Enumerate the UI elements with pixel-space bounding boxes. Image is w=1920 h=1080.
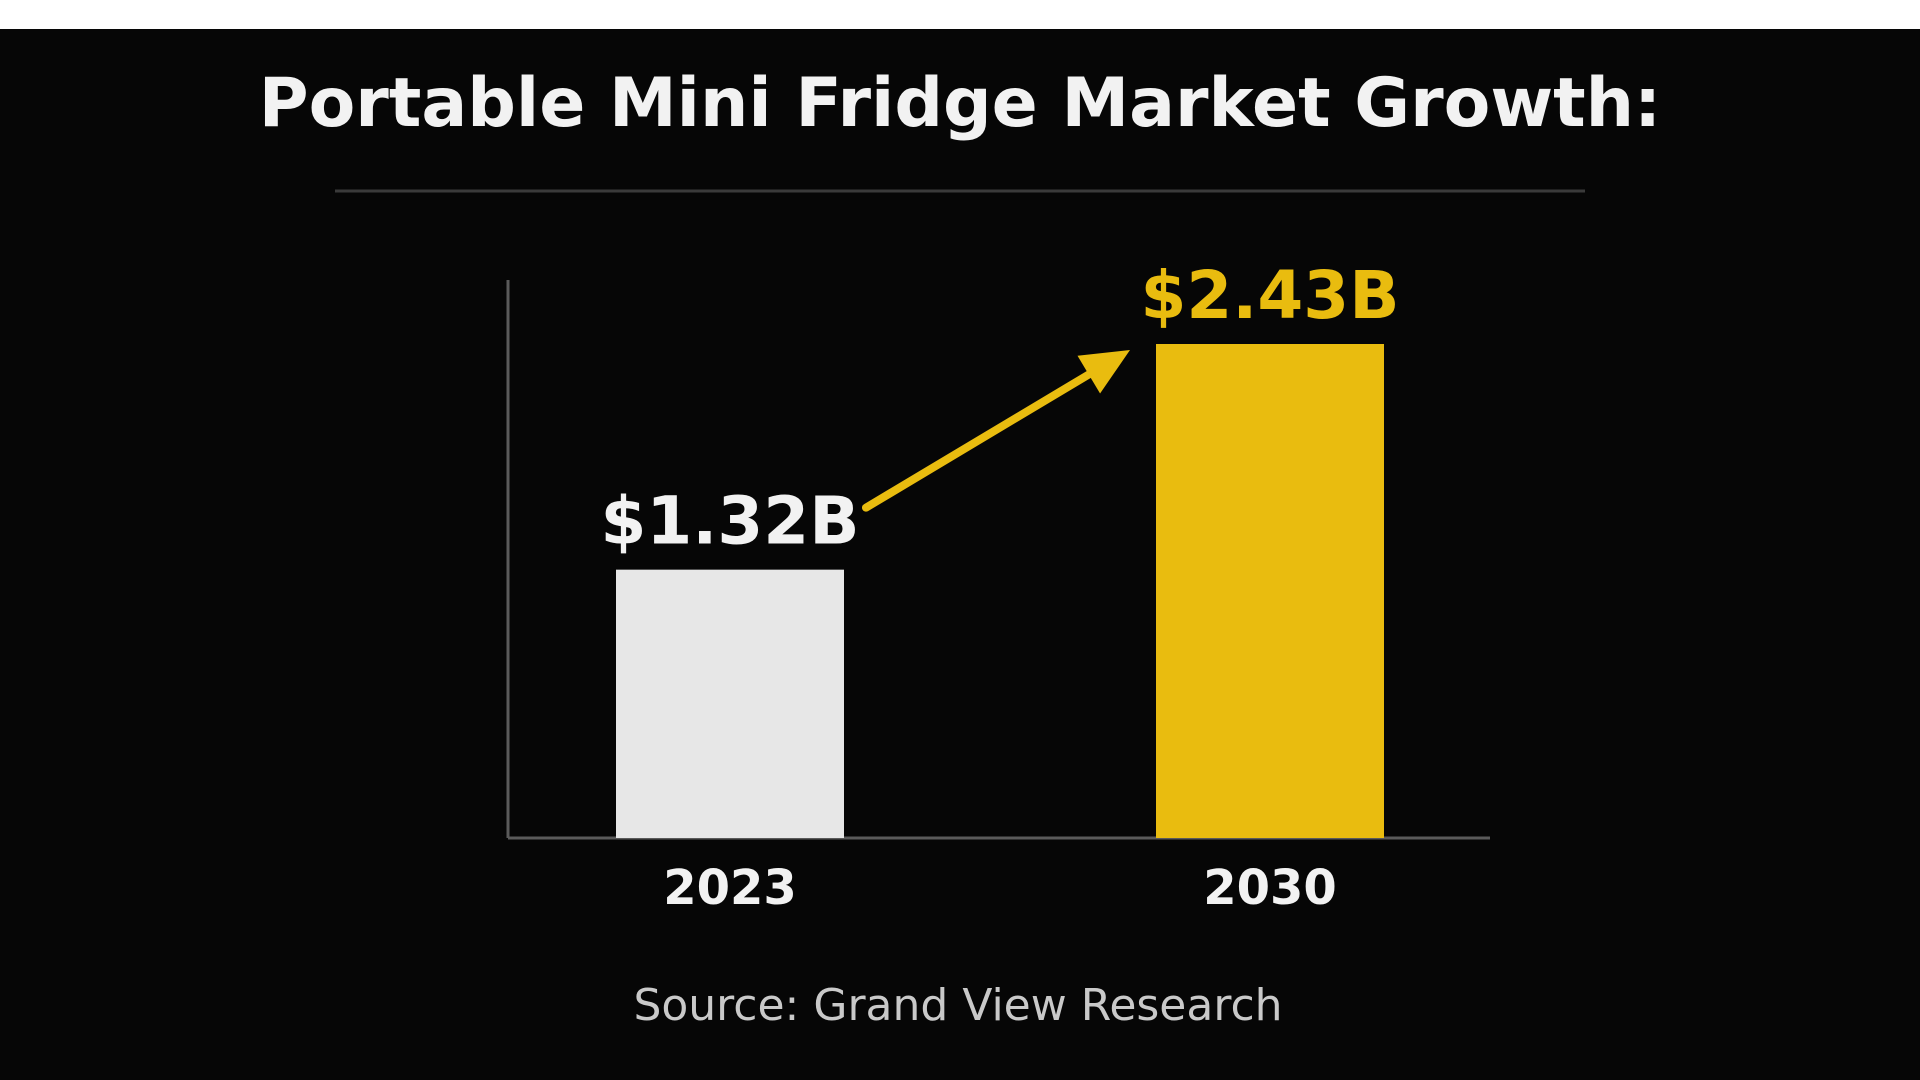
category-labels-group: 2023 2030 [663,860,1337,916]
value-label-2030: $2.43B [1140,257,1399,334]
arrow-head [1077,350,1130,394]
arrow-shaft [862,359,1112,512]
value-label-2023: $1.32B [600,483,859,560]
value-labels-group: $1.32B $2.43B [600,257,1399,560]
bars-group [616,344,1384,838]
bar-2030 [1156,344,1384,838]
growth-arrow [862,350,1130,512]
chart-panel [0,29,1920,1080]
category-label-2030: 2030 [1203,860,1337,916]
bar-2023 [616,569,844,838]
category-label-2023: 2023 [663,860,797,916]
chart-title: Portable Mini Fridge Market Growth: [259,64,1662,143]
source-note: Source: Grand View Research [633,980,1282,1031]
